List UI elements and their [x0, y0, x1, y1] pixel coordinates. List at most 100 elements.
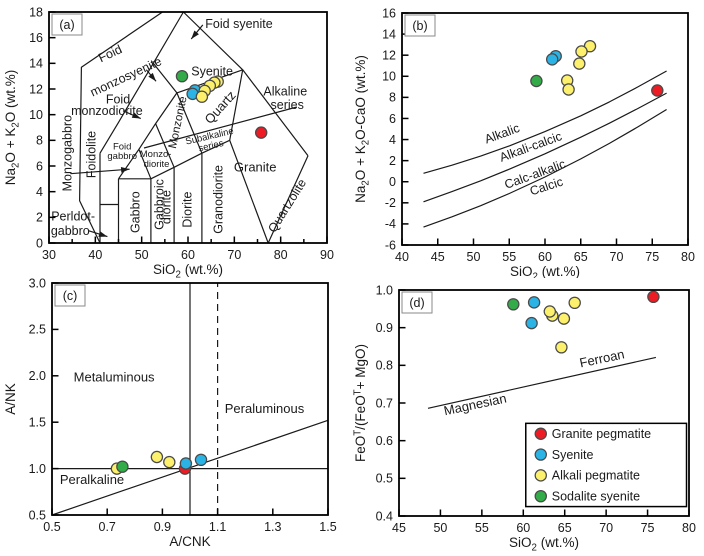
y-tick-label: 0.4 — [376, 509, 393, 523]
panel-a-tas-diagram: Foid syenite Foid monzosyenite Foid monzodio… — [0, 0, 352, 280]
data-point-sodalite-syenite — [530, 74, 543, 88]
arrow-head — [148, 72, 157, 82]
field-labels: Foid syeniteFoidmonzosyeniteFoidmonzodio… — [51, 17, 309, 238]
data-point-alkali-pegmatite — [575, 45, 588, 58]
panel-tag: (d) — [401, 291, 433, 314]
y-tick-label: 10 — [29, 108, 43, 122]
x-tick-label: 65 — [574, 250, 588, 264]
x-tick-label: 80 — [682, 521, 696, 535]
y-tick-label: 14 — [382, 27, 396, 41]
x-tick-label: 45 — [392, 521, 406, 535]
data-point-sodalite-syenite — [507, 298, 520, 311]
x-tick-label: 50 — [433, 521, 447, 535]
x-tick-label: 70 — [227, 248, 241, 262]
data-point-syenite — [545, 53, 559, 66]
plot-border — [401, 12, 689, 246]
y-tick-label: 6 — [36, 159, 43, 173]
field-labels: Magnesian Ferroan — [442, 346, 625, 418]
field-label: Alkaline — [263, 85, 307, 99]
field-label: Foid — [96, 42, 124, 65]
panel-tag: (b) — [404, 14, 436, 37]
y-axis-title: Na2O + K2O (wt.%) — [3, 70, 22, 185]
field-label: Peralkaline — [60, 472, 124, 487]
y-axis-title: Na2O + K2O-CaO (wt.%) — [353, 55, 372, 203]
panel-c-ank-acnk-diagram: Metaluminous Peraluminous Peralkaline 0.5 0.… — [0, 276, 352, 556]
field-label: Syenite — [191, 65, 233, 79]
panel-(d)-chart: Magnesian Ferroan Granite pegmatite Syenite… — [353, 283, 696, 553]
legend-label: Syenite — [552, 448, 594, 462]
panel-(a)-chart: Foid syeniteFoidmonzosyeniteFoidmonzodio… — [3, 5, 334, 280]
legend-label: Alkali pegmatite — [552, 469, 640, 483]
x-tick-label: 80 — [274, 248, 288, 262]
field-label: gabbro — [51, 224, 90, 238]
data-point-syenite — [194, 453, 208, 467]
x-tick-label: 40 — [395, 250, 409, 264]
x-tick-label: 0.9 — [154, 520, 171, 534]
x-tick-label: 70 — [599, 521, 613, 535]
arrow-line — [70, 168, 130, 175]
panel-b-mali-diagram: Alkalic Alkali-calcic Calc-alkalic Calcic 40… — [352, 0, 704, 282]
legend-box — [525, 422, 688, 508]
field-label: monzodiorite — [71, 104, 143, 118]
boundary-line — [99, 11, 184, 154]
y-tick-label: 0 — [36, 236, 43, 250]
field-label: Ferroan — [578, 346, 626, 370]
field-label: Monzo- — [140, 149, 172, 160]
boundary-lines — [78, 11, 309, 244]
data-point-granite-pegmatite — [651, 84, 664, 97]
field-label: Perldot- — [51, 210, 95, 224]
boundary-line — [427, 356, 657, 409]
x-tick-label: 0.7 — [99, 520, 116, 534]
y-tick-label: 0.5 — [376, 472, 393, 486]
arrow-head — [191, 30, 199, 39]
axis-tick-labels: 40 45 50 55 60 65 70 75 80 -6 -4 -2 0 2 4 6 8 10 12 14 16 — [382, 6, 695, 264]
panel-tag-box — [54, 284, 86, 307]
arrow-head — [98, 231, 108, 237]
field-label: Gabbroic — [152, 179, 166, 230]
boundary-line — [152, 62, 178, 94]
field-label: Peraluminous — [225, 401, 305, 416]
y-tick-label: 10 — [382, 70, 396, 84]
data-point-alkali-pegmatite — [150, 450, 164, 464]
data-points — [507, 290, 660, 354]
boundary-line — [150, 139, 230, 180]
data-point-alkali-pegmatite — [195, 90, 209, 103]
legend-label: Granite pegmatite — [552, 427, 651, 441]
data-point-alkali-pegmatite — [557, 312, 571, 325]
boundary-line — [182, 11, 244, 71]
data-points — [530, 39, 664, 97]
y-tick-label: 2 — [36, 211, 43, 225]
plot-border — [51, 282, 329, 516]
data-point-granite-pegmatite — [254, 126, 268, 139]
legend: Granite pegmatite Syenite Alkali pegmatite… — [525, 422, 688, 508]
arrow-head — [131, 112, 141, 119]
x-tick-label: 45 — [431, 250, 445, 264]
y-tick-label: 4 — [36, 185, 43, 199]
data-point-alkali-pegmatite — [562, 83, 575, 96]
data-point-alkali-pegmatite — [163, 455, 176, 469]
axis-ticks — [398, 289, 690, 517]
data-point-syenite — [525, 316, 538, 330]
x-tick-label: 90 — [320, 248, 334, 262]
x-tick-label: 60 — [538, 250, 552, 264]
panel-tag-label: (a) — [59, 18, 74, 32]
y-tick-label: 0.7 — [376, 396, 393, 410]
x-tick-label: 80 — [681, 250, 695, 264]
axis-ticks — [48, 11, 328, 244]
panel-tag-box — [51, 13, 83, 36]
field-label: Foidolite — [85, 131, 99, 178]
x-axis-title: A/CNK — [169, 534, 210, 549]
y-tick-label: 6 — [389, 112, 396, 126]
data-point-alkali-pegmatite — [568, 296, 581, 310]
y-tick-label: -6 — [385, 238, 396, 252]
y-tick-label: 16 — [29, 31, 43, 45]
legend-marker-green — [534, 489, 547, 503]
x-tick-label: 1.3 — [264, 520, 281, 534]
x-axis-title: SiO2 (wt.%) — [153, 262, 223, 278]
legend-marker-blue — [534, 448, 547, 461]
y-tick-label: 3.0 — [29, 278, 46, 290]
boundary-line — [229, 69, 244, 141]
y-tick-label: 1.0 — [29, 462, 46, 476]
x-tick-label: 40 — [88, 248, 102, 262]
